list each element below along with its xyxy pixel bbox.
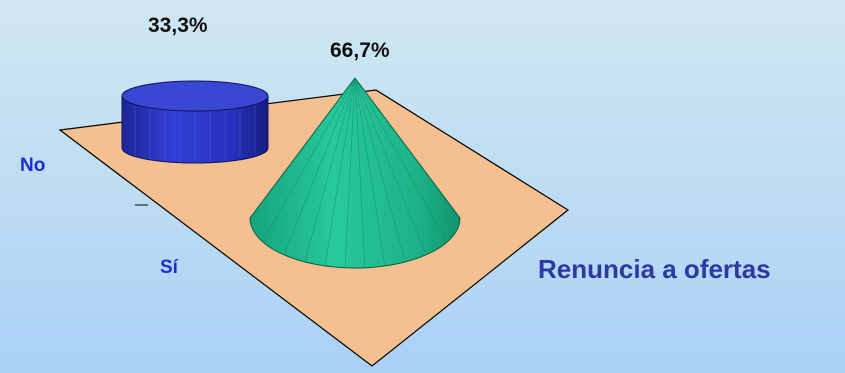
value-label-si: 66,7% xyxy=(330,39,390,62)
bar-si-cone xyxy=(249,77,461,269)
bar-no-cylinder xyxy=(121,80,269,164)
chart-title: Renuncia a ofertas xyxy=(538,254,771,284)
category-label-no: No xyxy=(20,155,46,176)
category-label-si: Sí xyxy=(160,257,178,278)
value-label-no: 33,3% xyxy=(148,14,208,37)
